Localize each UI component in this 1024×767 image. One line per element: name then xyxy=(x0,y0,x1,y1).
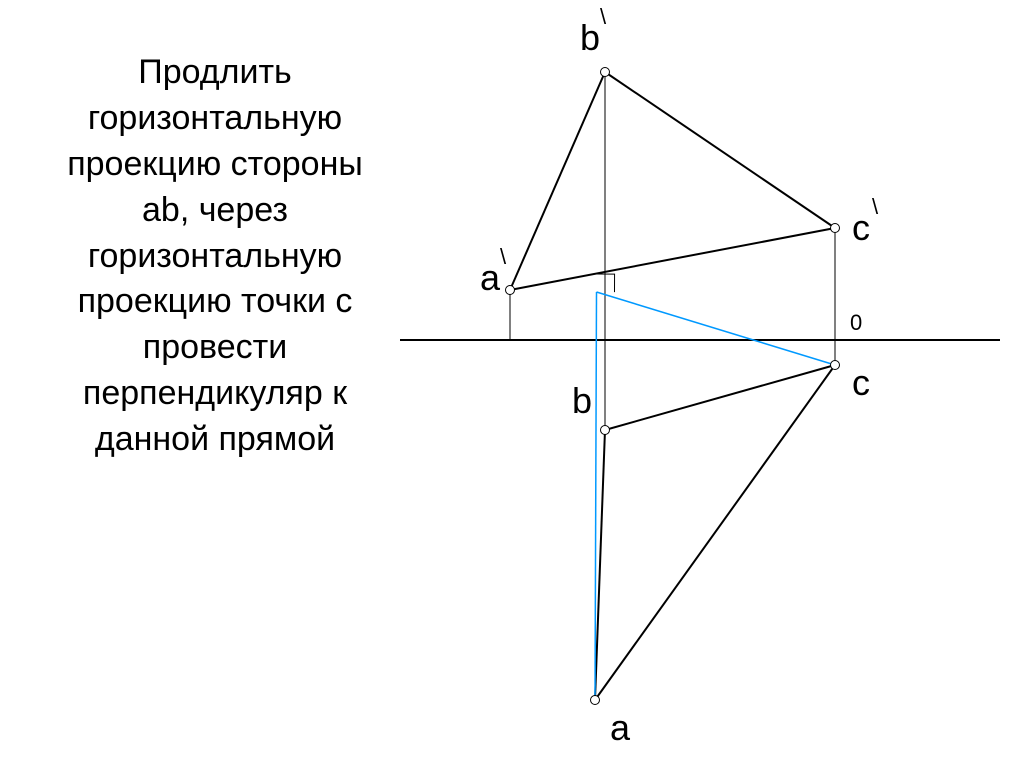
svg-text:\: \ xyxy=(600,4,607,29)
instruction-text-content: Продлить горизонтальную проекцию стороны… xyxy=(67,53,363,458)
svg-text:c: c xyxy=(852,362,870,403)
svg-text:\: \ xyxy=(500,244,507,269)
svg-text:\: \ xyxy=(872,194,879,219)
svg-text:c: c xyxy=(852,207,870,248)
svg-text:a: a xyxy=(480,257,501,298)
svg-text:b: b xyxy=(580,17,600,58)
geometry-diagram: a\b\c\cba0 xyxy=(380,0,1020,767)
svg-text:0: 0 xyxy=(850,310,862,335)
instruction-text: Продлить горизонтальную проекцию стороны… xyxy=(55,50,375,463)
svg-text:a: a xyxy=(610,707,631,748)
svg-text:b: b xyxy=(572,380,592,421)
